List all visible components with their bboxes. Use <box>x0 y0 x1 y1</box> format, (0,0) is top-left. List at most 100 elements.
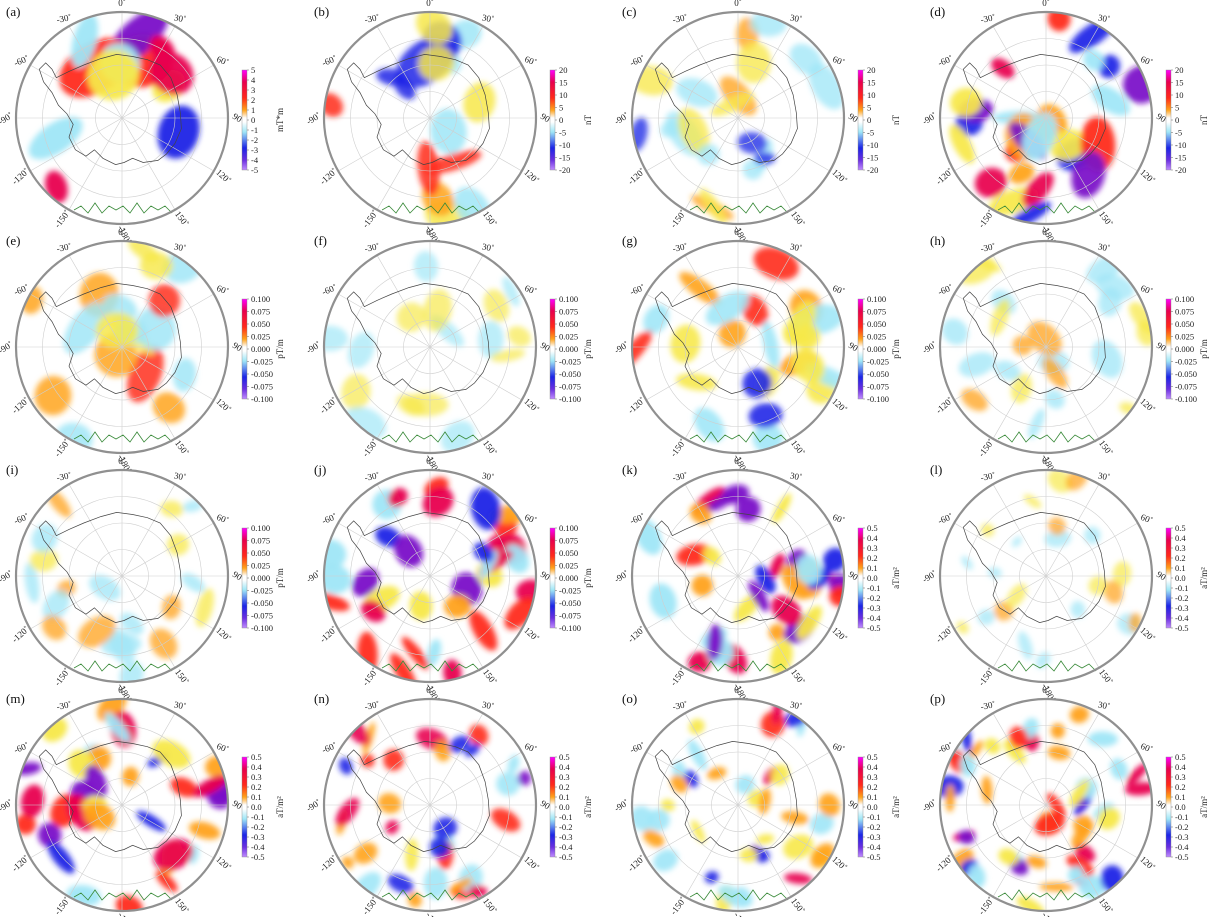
colorbar-tick-label: 0.4 <box>1175 762 1186 772</box>
map-rim <box>630 239 846 455</box>
longitude-label: -60˚ <box>321 511 339 526</box>
colorbar-tick-label: -0.100 <box>559 623 581 633</box>
longitude-label: -120˚ <box>934 395 955 415</box>
colorbar-tick-label: 0.4 <box>251 762 262 772</box>
colorbar-tick-label: -5 <box>867 128 874 138</box>
longitude-label: 0˚ <box>118 227 126 237</box>
longitude-label: -150˚ <box>52 437 72 459</box>
colorbar-tick-label: 0.3 <box>1175 543 1186 553</box>
longitude-label: -30˚ <box>56 12 73 25</box>
map-panel: (b) 0˚ 30˚ 60˚ 90˚ 120˚ 150˚ -180˚ -150˚ -120˚ -90… <box>304 0 616 246</box>
longitude-label: 150˚ <box>1097 667 1115 686</box>
longitude-label: -120˚ <box>10 395 31 415</box>
longitude-label: -120˚ <box>934 853 955 873</box>
colorbar-tick-label: 0.5 <box>1175 523 1186 533</box>
anomaly-field <box>324 470 536 682</box>
panel-label: (j) <box>314 462 327 477</box>
longitude-label: -150˚ <box>360 208 380 230</box>
longitude-label: 60˚ <box>831 54 846 68</box>
longitude-label: -150˚ <box>360 437 380 459</box>
panel-label: (a) <box>6 4 21 19</box>
longitude-label: -90˚ <box>0 568 14 584</box>
colorbar <box>241 527 248 629</box>
longitude-label: -60˚ <box>937 740 955 755</box>
longitude-label: -120˚ <box>10 166 31 186</box>
longitude-label: 60˚ <box>523 54 538 68</box>
longitude-label: 30˚ <box>1097 12 1111 24</box>
anomaly-field <box>16 699 228 911</box>
colorbar <box>1165 298 1172 400</box>
longitude-label: 30˚ <box>789 241 803 253</box>
colorbar-unit: pT/m <box>275 568 285 588</box>
map-panel: (a) 0˚ 30˚ 60˚ 90˚ 120˚ 150˚ -180˚ -150˚ -120˚ -90… <box>0 0 308 246</box>
longitude-label: -120˚ <box>318 395 339 415</box>
map-panel: (n)0˚30˚60˚90˚120˚150˚-180˚-150˚-120˚-90… <box>304 685 616 917</box>
longitude-label: 30˚ <box>173 699 187 711</box>
colorbar-tick-label: -0.025 <box>251 357 273 367</box>
longitude-label: -30˚ <box>364 470 381 483</box>
colorbar-unit: nT <box>583 115 593 126</box>
colorbar <box>857 69 864 171</box>
longitude-label: -90˚ <box>920 568 938 584</box>
colorbar-tick-label: -0.050 <box>559 369 581 379</box>
colorbar-tick-label: -0.100 <box>559 394 581 404</box>
terrain-line <box>997 431 1097 443</box>
map-rim <box>938 10 1154 226</box>
map-panel: (g) 0˚ 30˚ 60˚ 90˚ 120˚ 150˚ -180˚ -150˚ -120˚ -90… <box>612 227 924 475</box>
longitude-label: 150˚ <box>789 667 807 686</box>
longitude-label: -120˚ <box>934 624 955 644</box>
longitude-label: 60˚ <box>1139 54 1154 68</box>
colorbar-tick-label: 0.5 <box>251 752 262 762</box>
colorbar-tick-label: 0.5 <box>1175 752 1186 762</box>
longitude-label: 150˚ <box>1097 209 1115 228</box>
polar-map: 0˚30˚60˚90˚120˚150˚-180˚-150˚-120˚-90˚-6… <box>612 685 901 917</box>
map-rim <box>322 697 538 913</box>
longitude-label: -60˚ <box>13 511 31 526</box>
longitude-label: -150˚ <box>668 666 688 688</box>
longitude-label: -60˚ <box>629 282 647 297</box>
map-rim <box>14 697 230 913</box>
longitude-label: 0˚ <box>1042 685 1050 695</box>
longitude-label: -180˚ <box>424 911 442 917</box>
longitude-label: 0˚ <box>734 685 742 695</box>
colorbar <box>1165 527 1172 629</box>
colorbar-tick-label: 0.050 <box>559 319 578 329</box>
longitude-label: -30˚ <box>672 470 689 483</box>
colorbar-tick-label: 15 <box>1175 78 1184 88</box>
longitude-label: 30˚ <box>173 470 187 482</box>
graticule <box>324 699 536 911</box>
map-panel: (p)0˚30˚60˚90˚120˚150˚-180˚-150˚-120˚-90… <box>920 685 1232 917</box>
graticule <box>940 699 1152 911</box>
polar-map: 0˚30˚60˚90˚120˚150˚-180˚-150˚-120˚-90˚-6… <box>920 456 1209 704</box>
longitude-label: -120˚ <box>626 853 647 873</box>
colorbar-tick-label: -0.3 <box>1175 603 1188 613</box>
colorbar-unit: nT <box>1199 115 1209 126</box>
colorbar-tick-label: 0.050 <box>559 548 578 558</box>
longitude-label: -30˚ <box>56 699 73 712</box>
colorbar-tick-label: 0.100 <box>251 523 270 533</box>
colorbar-tick-label: -0.050 <box>559 598 581 608</box>
longitude-label: -90˚ <box>0 339 14 355</box>
colorbar <box>549 756 556 858</box>
graticule <box>940 241 1152 453</box>
colorbar-tick-label: -5 <box>559 128 566 138</box>
longitude-label: 60˚ <box>831 512 846 526</box>
colorbar-tick-label: 0.100 <box>1175 294 1194 304</box>
panel-label: (f) <box>314 233 327 248</box>
colorbar-tick-label: 0.5 <box>559 752 570 762</box>
longitude-label: -150˚ <box>976 437 996 459</box>
colorbar-tick-label: -2 <box>251 135 258 145</box>
longitude-label: 120˚ <box>830 396 849 414</box>
longitude-label: 120˚ <box>1138 854 1157 872</box>
colorbar <box>241 756 248 858</box>
map-rim <box>938 239 1154 455</box>
colorbar-tick-label: -0.075 <box>251 382 273 392</box>
longitude-label: 0˚ <box>118 0 126 8</box>
anomaly-field <box>632 12 844 224</box>
colorbar-tick-label: -0.1 <box>251 812 264 822</box>
colorbar-tick-label: 0.4 <box>559 762 570 772</box>
longitude-label: 120˚ <box>830 625 849 643</box>
terrain-line <box>73 431 173 443</box>
longitude-label: -180˚ <box>732 911 750 917</box>
longitude-label: 60˚ <box>215 283 230 297</box>
